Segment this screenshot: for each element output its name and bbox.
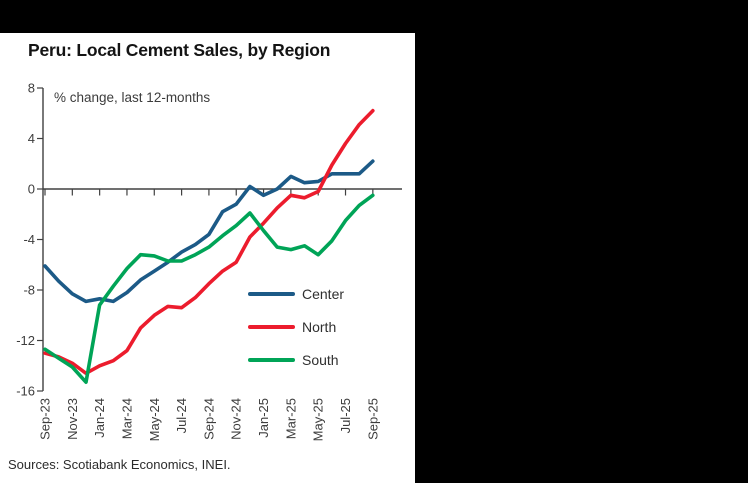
legend-label-center: Center <box>302 286 345 302</box>
legend: Center North South <box>248 285 344 384</box>
x-tick-label: May-24 <box>147 398 162 441</box>
y-tick-label: 0 <box>28 182 35 197</box>
north-line-swatch <box>248 325 295 329</box>
units-note: % change, last 12-months <box>54 90 211 105</box>
x-tick-label: Sep-25 <box>365 398 380 440</box>
y-tick-label: -8 <box>23 283 35 298</box>
y-tick-label: -16 <box>16 384 35 399</box>
x-tick-label: Nov-23 <box>65 398 80 440</box>
x-tick-label: May-25 <box>311 398 326 441</box>
series-line-north <box>43 108 375 376</box>
y-tick-label: 4 <box>28 131 35 146</box>
legend-item-center: Center <box>248 285 344 303</box>
x-tick-label: Mar-24 <box>119 398 134 439</box>
legend-item-south: South <box>248 351 344 369</box>
x-tick-label: Jul-24 <box>174 398 189 433</box>
south-line-swatch <box>248 358 295 362</box>
legend-label-south: South <box>302 352 339 368</box>
y-tick-label: -4 <box>23 232 35 247</box>
series-line-south <box>43 193 375 385</box>
center-line-swatch <box>248 292 295 296</box>
chart-title: Peru: Local Cement Sales, by Region <box>28 40 331 60</box>
x-tick-label: Mar-25 <box>283 398 298 439</box>
x-tick-label: Sep-24 <box>201 398 216 440</box>
y-tick-label: -12 <box>16 333 35 348</box>
x-tick-label: Sep-23 <box>38 398 53 440</box>
x-tick-label: Jan-24 <box>92 398 107 438</box>
x-tick-label: Jan-25 <box>256 398 271 438</box>
series-line-center <box>43 159 375 304</box>
x-tick-label: Nov-24 <box>229 398 244 440</box>
y-tick-label: 8 <box>28 81 35 96</box>
chart-card: Peru: Local Cement Sales, by Region 8 4 0 -… <box>0 33 415 483</box>
legend-label-north: North <box>302 319 337 335</box>
x-tick-label: Jul-25 <box>338 398 353 433</box>
source-note: Sources: Scotiabank Economics, INEI. <box>8 457 231 472</box>
legend-item-north: North <box>248 318 344 336</box>
